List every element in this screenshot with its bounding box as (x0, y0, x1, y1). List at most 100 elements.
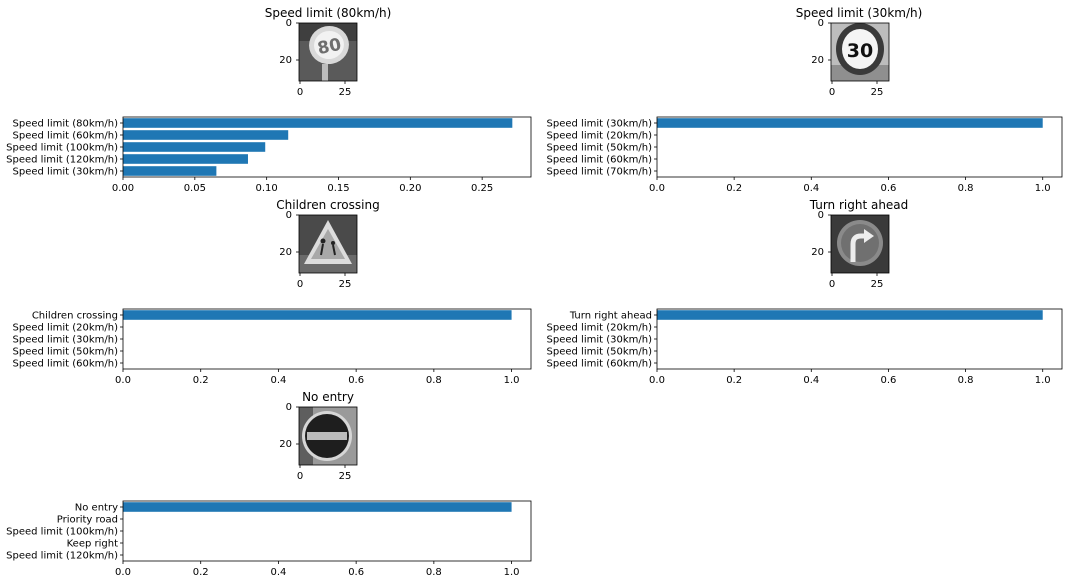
y-tick-label: No entry (75, 503, 118, 514)
sign-thumbnail-turn-right-ahead (831, 215, 889, 273)
x-tick-label: 25 (339, 279, 352, 290)
x-tick-label: 0.6 (880, 375, 896, 386)
x-ticks: 0 25 (297, 81, 351, 98)
x-tick-label: 0.00 (112, 183, 134, 194)
image-panel-4: Turn right ahead 0 20 0 25 (809, 198, 909, 290)
bar (123, 166, 217, 176)
y-tick-label: Turn right ahead (569, 311, 652, 322)
x-tick-label: 0.10 (256, 183, 278, 194)
x-tick-label: 0.6 (348, 375, 364, 386)
y-tick-label: Speed limit (50km/h) (13, 347, 119, 358)
x-tick-label: 0.8 (958, 375, 974, 386)
x-tick-label: 25 (339, 471, 352, 482)
y-tick-label: Priority road (57, 515, 118, 526)
x-tick-label: 0.2 (726, 375, 742, 386)
y-tick-label: 20 (279, 55, 292, 66)
image-title: Speed limit (30km/h) (796, 6, 923, 20)
image-axes-frame (830, 22, 890, 82)
x-ticks: 0 25 (297, 273, 352, 290)
x-tick-label: 0.8 (426, 567, 442, 578)
y-ticks: 0 20 (279, 210, 299, 258)
y-tick-label: 20 (279, 439, 292, 450)
y-tick-label: 0 (818, 210, 824, 221)
image-panel-3: Children crossing 0 20 0 25 (276, 198, 379, 290)
y-tick-label: Speed limit (80km/h) (13, 119, 119, 130)
x-ticks: 0 25 (297, 465, 352, 482)
y-tick-label: 20 (811, 55, 824, 66)
bar (657, 310, 1043, 320)
x-tick-label: 0.2 (193, 375, 209, 386)
x-tick-label: 0.4 (803, 183, 819, 194)
y-tick-label: Speed limit (70km/h) (547, 167, 653, 178)
y-tick-label: Speed limit (100km/h) (6, 143, 118, 154)
image-axes-frame (830, 214, 890, 274)
bar (123, 142, 266, 152)
y-tick-label: Speed limit (30km/h) (13, 167, 119, 178)
y-tick-label: Speed limit (20km/h) (13, 323, 119, 334)
bar (123, 130, 289, 140)
y-tick-label: Speed limit (60km/h) (547, 359, 653, 370)
x-ticks: 0 25 (829, 273, 883, 290)
x-tick-label: 0.0 (115, 567, 131, 578)
bar (123, 154, 248, 164)
y-tick-label: Keep right (67, 539, 118, 550)
image-panel-1: Speed limit (80km/h) 80 0 20 0 25 (265, 6, 392, 98)
y-tick-label: Speed limit (20km/h) (547, 131, 653, 142)
sign-text: 80 (316, 35, 343, 60)
x-tick-label: 0.4 (270, 375, 286, 386)
y-tick-label: Speed limit (50km/h) (547, 143, 653, 154)
x-tick-label: 1.0 (1035, 375, 1051, 386)
x-tick-label: 0 (829, 279, 835, 290)
y-tick-label: Speed limit (60km/h) (13, 131, 119, 142)
x-tick-label: 0 (297, 471, 303, 482)
sign-thumbnail-no-entry (299, 407, 357, 465)
y-tick-label: 0 (286, 402, 292, 413)
x-tick-label: 0.4 (803, 375, 819, 386)
image-title: Turn right ahead (809, 198, 909, 212)
image-axes-frame (298, 22, 358, 82)
x-tick-label: 0.6 (880, 183, 896, 194)
bar-chart-panel-1: Speed limit (80km/h)Speed limit (60km/h)… (6, 116, 532, 194)
y-tick-label: Children crossing (32, 311, 118, 322)
x-tick-label: 0.6 (348, 567, 364, 578)
x-tick-label: 0.05 (184, 183, 206, 194)
bar (123, 310, 512, 320)
y-ticks: 0 20 (811, 210, 831, 258)
x-tick-label: 0.0 (649, 375, 665, 386)
x-tick-label: 0 (297, 279, 303, 290)
x-tick-label: 0 (297, 87, 303, 98)
image-title: No entry (302, 390, 354, 404)
y-tick-label: Speed limit (120km/h) (6, 551, 118, 562)
sign-thumbnail-speed-80: 80 (299, 23, 357, 81)
x-tick-label: 0.0 (115, 375, 131, 386)
image-panel-2: Speed limit (30km/h) 30 0 20 0 25 (796, 6, 923, 98)
x-tick-label: 0 (829, 87, 835, 98)
bar (657, 118, 1043, 128)
y-tick-label: Speed limit (60km/h) (13, 359, 119, 370)
x-tick-label: 25 (871, 87, 884, 98)
x-tick-label: 0.2 (726, 183, 742, 194)
image-axes-frame (298, 406, 358, 466)
y-tick-label: Speed limit (60km/h) (547, 155, 653, 166)
x-tick-label: 0.4 (270, 567, 286, 578)
y-tick-label: Speed limit (30km/h) (547, 335, 653, 346)
x-tick-label: 1.0 (1035, 183, 1051, 194)
x-tick-label: 0.0 (649, 183, 665, 194)
x-tick-label: 0.25 (471, 183, 493, 194)
bar (123, 118, 513, 128)
sign-thumbnail-speed-30: 30 (831, 23, 889, 81)
x-tick-label: 1.0 (504, 567, 520, 578)
image-title: Speed limit (80km/h) (265, 6, 392, 20)
sign-text: 30 (847, 40, 873, 62)
y-tick-label: 20 (811, 247, 824, 258)
y-ticks: 0 20 (279, 18, 299, 66)
x-tick-label: 0.2 (193, 567, 209, 578)
y-tick-label: Speed limit (100km/h) (6, 527, 118, 538)
y-ticks: 0 20 (279, 402, 299, 450)
x-tick-label: 0.8 (958, 183, 974, 194)
